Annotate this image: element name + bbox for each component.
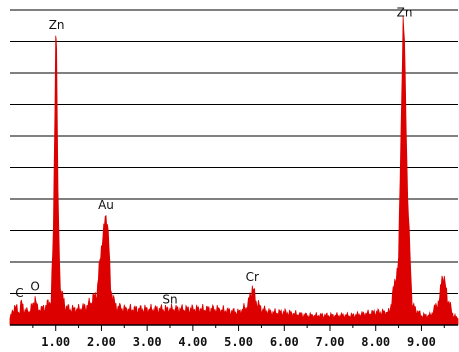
x-tick-label: 5.00 xyxy=(224,335,253,349)
x-tick-label: 8.00 xyxy=(361,335,390,349)
peak-label-o: O xyxy=(30,280,39,294)
spectrum-series xyxy=(9,16,459,326)
x-axis: 1.00 2.00 3.00 4.00 5.00 6.00 7.00 8.00 9.00 xyxy=(10,324,458,349)
spectrum-trace xyxy=(9,16,459,326)
x-tick-label: 9.00 xyxy=(407,335,436,349)
peak-labels: C O Zn Au Sn Cr Zn xyxy=(15,6,412,307)
x-tick-label: 4.00 xyxy=(178,335,207,349)
x-tick-label: 1.00 xyxy=(41,335,70,349)
gridlines xyxy=(10,9,458,294)
peak-label-zn: Zn xyxy=(49,18,65,32)
x-tick-label: 2.00 xyxy=(87,335,116,349)
x-tick-label: 7.00 xyxy=(316,335,345,349)
peak-label-au: Au xyxy=(98,198,114,212)
x-tick-label: 6.00 xyxy=(270,335,299,349)
peak-label-sn: Sn xyxy=(162,292,177,306)
peak-label-cr: Cr xyxy=(246,270,259,284)
peak-label-c: C xyxy=(15,286,23,300)
peak-label-zn: Zn xyxy=(397,6,413,20)
x-tick-label: 3.00 xyxy=(133,335,162,349)
